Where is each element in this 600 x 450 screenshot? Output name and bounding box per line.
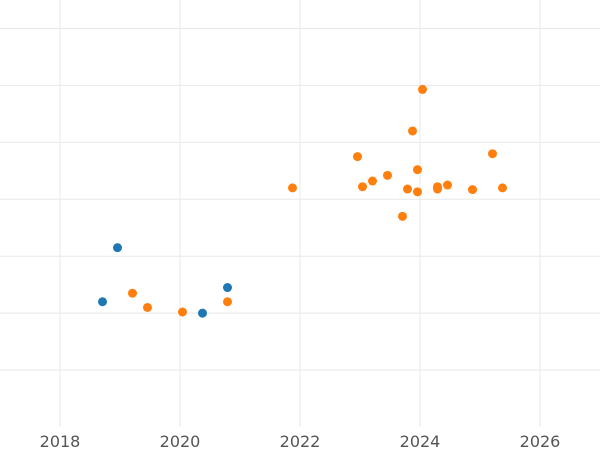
data-point-series-2 [128, 288, 137, 298]
x-tick-label: 2018 [40, 432, 81, 450]
x-tick-label: 2024 [400, 432, 441, 450]
data-point-series-2 [413, 187, 422, 197]
data-point-series-2 [288, 183, 297, 193]
data-point-series-2 [368, 176, 377, 186]
data-point-series-1 [98, 297, 107, 307]
data-point-series-1 [198, 308, 207, 318]
data-point-series-2 [408, 126, 417, 136]
data-point-series-2 [433, 184, 442, 194]
data-point-series-2 [143, 302, 152, 312]
data-point-series-2 [178, 307, 187, 317]
data-point-series-2 [418, 84, 427, 94]
data-point-series-2 [353, 152, 362, 162]
data-point-series-2 [223, 297, 232, 307]
data-point-series-2 [443, 180, 452, 190]
x-tick-label: 2026 [520, 432, 561, 450]
data-point-series-2 [488, 149, 497, 159]
points-layer [98, 84, 507, 318]
x-tick-label: 2022 [280, 432, 321, 450]
data-point-series-1 [223, 283, 232, 293]
data-point-series-2 [358, 182, 367, 192]
data-point-series-2 [468, 185, 477, 195]
x-axis-ticks: 2018 2020 2022 2024 2026 [40, 432, 561, 450]
data-point-series-2 [383, 170, 392, 180]
grid-layer [0, 0, 600, 427]
data-point-series-2 [403, 184, 412, 194]
data-point-series-2 [498, 183, 507, 193]
data-point-series-1 [113, 243, 122, 253]
data-point-series-2 [413, 165, 422, 175]
data-point-series-2 [398, 211, 407, 221]
x-tick-label: 2020 [160, 432, 201, 450]
